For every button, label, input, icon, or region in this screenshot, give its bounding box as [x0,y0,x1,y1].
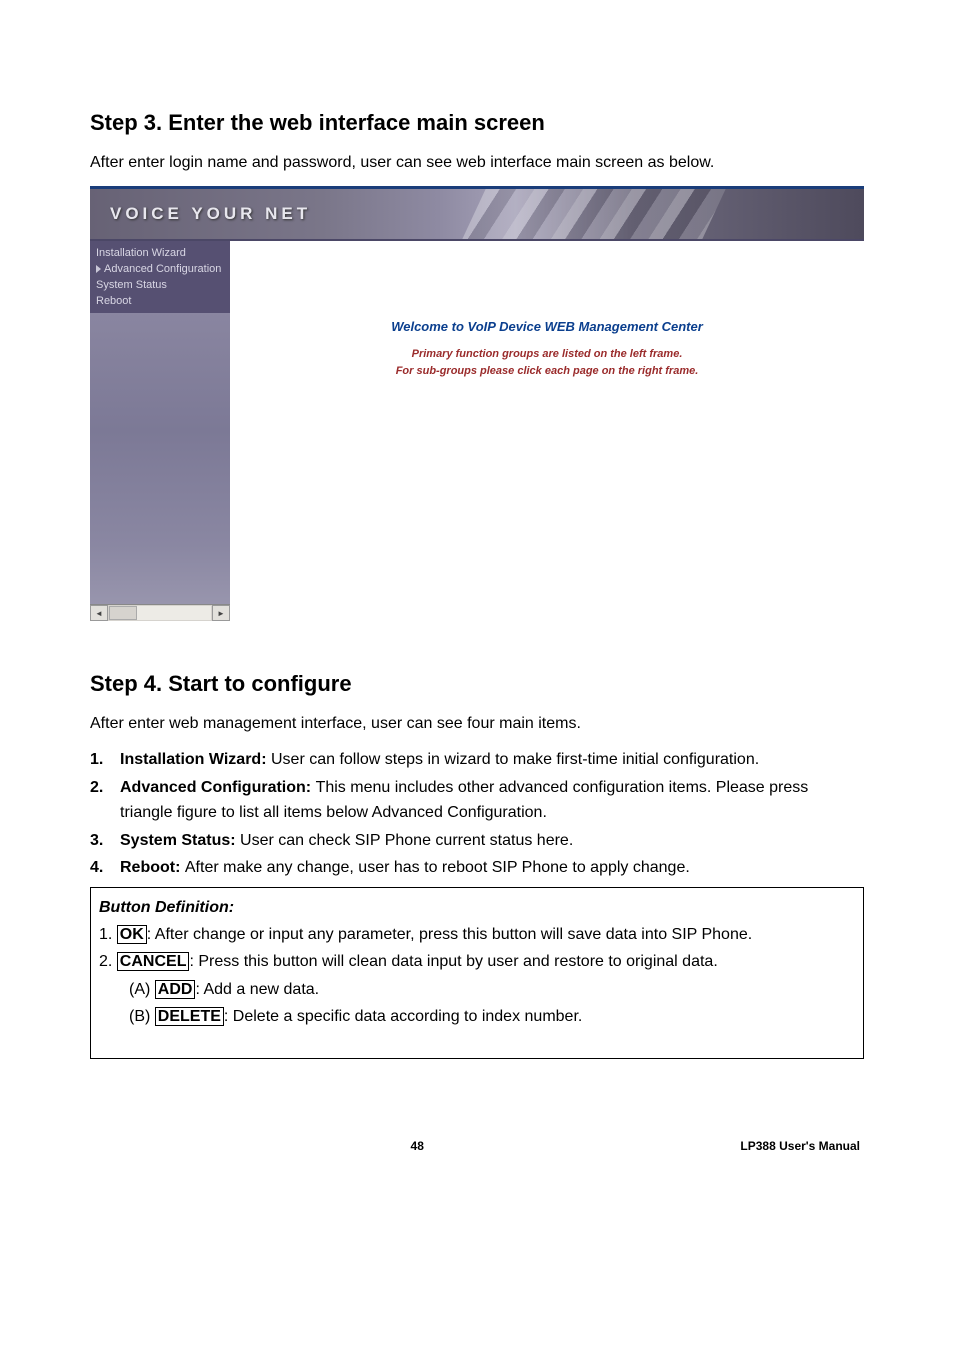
bd-line2-pre: 2. [99,953,117,970]
welcome-line2: For sub-groups please click each page on… [230,363,864,380]
list-item: 2. Advanced Configuration: This menu inc… [90,775,864,826]
sidebar-item-advanced-configuration[interactable]: Advanced Configuration [96,261,224,277]
page-footer: 48 LP388 User's Manual [90,1139,864,1153]
cancel-button-label: CANCEL [117,952,190,971]
list-item: 4. Reboot: After make any change, user h… [90,855,864,881]
bd-lineB-pre: (B) [129,1008,155,1025]
banner: VOICE YOUR NET [90,189,864,241]
banner-text: VOICE YOUR NET [90,204,311,224]
step4-list: 1. Installation Wizard: User can follow … [90,747,864,881]
list-item: 1. Installation Wizard: User can follow … [90,747,864,773]
sidebar-item-reboot[interactable]: Reboot [96,293,224,309]
bd-lineA-post: : Add a new data. [195,981,319,998]
list-num: 4. [90,855,120,881]
sidebar-item-installation-wizard[interactable]: Installation Wizard [96,245,224,261]
bd-lineA-pre: (A) [129,981,155,998]
main-panel: Welcome to VoIP Device WEB Management Ce… [230,241,864,621]
add-button-label: ADD [155,980,196,999]
bd-line2-post: : Press this button will clean data inpu… [189,953,717,970]
scroll-track[interactable] [109,606,211,620]
step3-heading: Step 3. Enter the web interface main scr… [90,110,864,136]
list-num: 3. [90,828,120,854]
welcome-line1: Primary function groups are listed on th… [230,346,864,363]
bd-line1-post: : After change or input any parameter, p… [147,926,752,943]
list-label: Reboot: [120,859,185,876]
sidebar: Installation Wizard Advanced Configurati… [90,241,230,621]
button-definition-box: Button Definition: 1. OK: After change o… [90,887,864,1059]
list-label: Installation Wizard: [120,751,271,768]
welcome-title: Welcome to VoIP Device WEB Management Ce… [230,319,864,334]
sidebar-item-label: Reboot [96,295,131,307]
sidebar-scrollbar[interactable]: ◄ ► [90,604,230,621]
step4-heading: Step 4. Start to configure [90,671,864,697]
sidebar-item-label: Advanced Configuration [104,263,221,275]
delete-button-label: DELETE [155,1007,224,1026]
page-number: 48 [411,1139,424,1153]
web-interface-screenshot: VOICE YOUR NET Installation Wizard Advan… [90,186,864,621]
list-label: System Status: [120,832,240,849]
list-text: After make any change, user has to reboo… [185,859,690,876]
list-num: 2. [90,775,120,826]
button-def-title: Button Definition: [99,894,855,921]
sidebar-item-label: Installation Wizard [96,247,186,259]
scroll-left-button[interactable]: ◄ [90,605,108,621]
manual-title: LP388 User's Manual [740,1139,860,1153]
list-num: 1. [90,747,120,773]
bd-line1-pre: 1. [99,926,117,943]
list-label: Advanced Configuration: [120,779,316,796]
step4-intro: After enter web management interface, us… [90,715,864,733]
step3-intro: After enter login name and password, use… [90,154,864,172]
sidebar-item-system-status[interactable]: System Status [96,277,224,293]
banner-decoration [462,189,725,239]
ok-button-label: OK [117,925,147,944]
triangle-icon [96,265,101,273]
scroll-right-button[interactable]: ► [212,605,230,621]
list-item: 3. System Status: User can check SIP Pho… [90,828,864,854]
sidebar-item-label: System Status [96,279,167,291]
scroll-thumb[interactable] [109,606,137,620]
list-text: User can follow steps in wizard to make … [271,751,759,768]
list-text: User can check SIP Phone current status … [240,832,573,849]
bd-lineB-post: : Delete a specific data according to in… [224,1008,582,1025]
